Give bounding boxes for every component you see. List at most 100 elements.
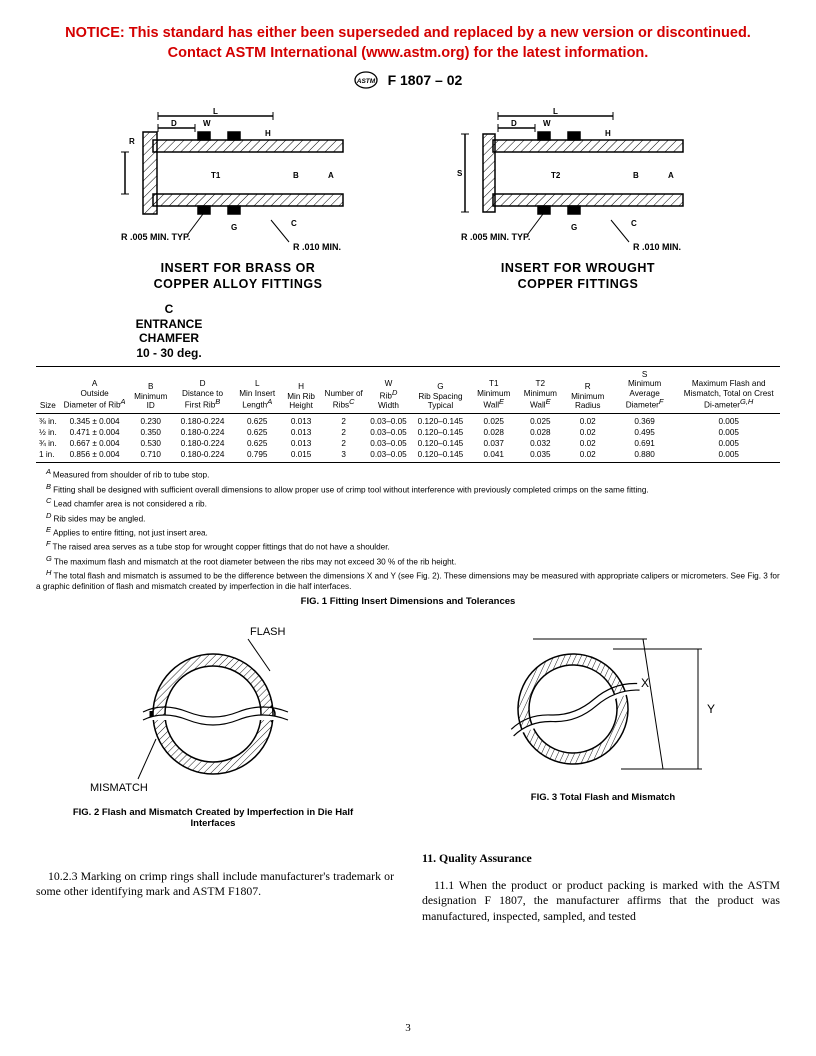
cell-R: 0.02 [564,414,612,428]
cell-L: 0.625 [233,438,281,449]
table-row: ⅜ in.0.345 ± 0.0040.2300.180-0.2240.6250… [36,414,780,428]
right-cap-l2: COPPER FITTINGS [518,277,639,291]
fig3-X-label: X [641,676,649,690]
col-A: AOutside Diameter of RibA [60,366,130,413]
col-N: Number of RibsC [321,366,367,413]
entrance-chamfer-note: C ENTRANCE CHAMFER 10 - 30 deg. [114,302,224,360]
cell-T2: 0.035 [517,449,564,463]
chamfer-l4: 10 - 30 deg. [136,346,201,360]
left-cap-l2: COPPER ALLOY FITTINGS [154,277,323,291]
col-T2: T2Minimum WallE [517,366,564,413]
cell-T1: 0.041 [470,449,517,463]
fig2-flash-label: FLASH [250,626,286,638]
dimensions-table: SizeAOutside Diameter of RibABMinimum ID… [36,366,780,463]
col-W: WRibD Width [367,366,411,413]
cell-A: 0.856 ± 0.004 [60,449,130,463]
cell-L: 0.625 [233,427,281,438]
left-column: 10.2.3 Marking on crimp rings shall incl… [36,839,394,936]
col-size: Size [36,366,60,413]
label-W-r: W [543,119,551,128]
cell-M: 0.005 [677,449,780,463]
cell-S: 0.691 [612,438,678,449]
right-column: 11. Quality Assurance 11.1 When the prod… [422,839,780,936]
cell-S: 0.880 [612,449,678,463]
fig2-mismatch-label: MISMATCH [90,782,148,794]
cell-D: 0.180-0.224 [172,449,233,463]
footnote-A: A Measured from shoulder of rib to tube … [36,467,780,481]
cell-W: 0.03–0.05 [367,438,411,449]
cell-G: 0.120–0.145 [410,427,470,438]
cell-M: 0.005 [677,414,780,428]
label-L-r: L [553,107,558,116]
col-S: SMinimum Average DiameterF [612,366,678,413]
label-C-r: C [631,219,637,228]
cell-T2: 0.028 [517,427,564,438]
cell-H: 0.015 [281,449,320,463]
left-diagram-caption: INSERT FOR BRASS OR COPPER ALLOY FITTING… [98,261,378,292]
label-r010-r: R .010 MIN. [633,242,681,252]
label-r005-r: R .005 MIN. TYP. [461,232,530,242]
table-footnotes: A Measured from shoulder of rib to tube … [36,467,780,593]
label-G: G [231,223,237,232]
cell-G: 0.120–0.145 [410,414,470,428]
label-G-r: G [571,223,577,232]
right-diagram-caption: INSERT FOR WROUGHT COPPER FITTINGS [438,261,718,292]
col-B: BMinimum ID [129,366,172,413]
cell-D: 0.180-0.224 [172,438,233,449]
notice-line-1: NOTICE: This standard has either been su… [65,25,751,41]
para-10-2-3: 10.2.3 Marking on crimp rings shall incl… [36,869,394,900]
section-11-head: 11. Quality Assurance [422,851,780,866]
label-R: R [129,137,135,146]
label-B-r: B [633,171,639,180]
cell-size: ⅜ in. [36,414,60,428]
cell-B: 0.710 [129,449,172,463]
right-cap-l1: INSERT FOR WROUGHT [501,261,655,275]
fig3-Y-label: Y [707,702,715,716]
cell-M: 0.005 [677,427,780,438]
label-H: H [265,129,271,138]
footnote-E: E Applies to entire fitting, not just in… [36,525,780,539]
cell-W: 0.03–0.05 [367,449,411,463]
footnote-G: G The maximum flash and mismatch at the … [36,554,780,568]
cell-D: 0.180-0.224 [172,427,233,438]
para-11-1: 11.1 When the product or product packing… [422,878,780,924]
page-number: 3 [36,1022,780,1034]
cell-A: 0.471 ± 0.004 [60,427,130,438]
notice-line-2: Contact ASTM International (www.astm.org… [168,45,649,61]
label-D-r: D [511,119,517,128]
cell-size: ½ in. [36,427,60,438]
insert-diagram-left: L D W R H T1 B A G C R .005 MIN. TYP. R … [98,102,378,292]
footnote-F: F The raised area serves as a tube stop … [36,539,780,553]
cell-size: ¾ in. [36,438,60,449]
label-r005: R .005 MIN. TYP. [121,232,190,242]
label-T1: T1 [211,171,221,180]
fig2-title: FIG. 2 Flash and Mismatch Created by Imp… [36,807,390,829]
fig3-container: X Y FIG. 3 Total Flash and Mismatch [426,619,780,829]
cell-D: 0.180-0.224 [172,414,233,428]
label-r010-l: R .010 MIN. [293,242,341,252]
cell-N: 2 [321,438,367,449]
left-cap-l1: INSERT FOR BRASS OR [161,261,316,275]
cell-B: 0.350 [129,427,172,438]
cell-A: 0.345 ± 0.004 [60,414,130,428]
cell-T1: 0.025 [470,414,517,428]
cell-H: 0.013 [281,427,320,438]
cell-G: 0.120–0.145 [410,449,470,463]
label-S: S [457,169,463,178]
chamfer-l2: ENTRANCE [136,317,203,331]
cell-T2: 0.025 [517,414,564,428]
notice-banner: NOTICE: This standard has either been su… [36,24,780,63]
cell-L: 0.625 [233,414,281,428]
footnote-H: H The total flash and mismatch is assume… [36,568,780,593]
table-row: 1 in.0.856 ± 0.0040.7100.180-0.2240.7950… [36,449,780,463]
fig2-container: FLASH MISMATCH FIG. 2 Flash and Mismatch… [36,619,390,829]
insert-diagrams-row: L D W R H T1 B A G C R .005 MIN. TYP. R … [36,102,780,292]
cell-S: 0.369 [612,414,678,428]
fig2-title-l2: Interfaces [191,818,236,829]
footnote-D: D Rib sides may be angled. [36,511,780,525]
cell-B: 0.530 [129,438,172,449]
insert-diagram-right: L D W H S T2 B A G C R .005 MIN. TYP. R … [438,102,718,292]
label-D: D [171,119,177,128]
cell-N: 2 [321,427,367,438]
cell-M: 0.005 [677,438,780,449]
